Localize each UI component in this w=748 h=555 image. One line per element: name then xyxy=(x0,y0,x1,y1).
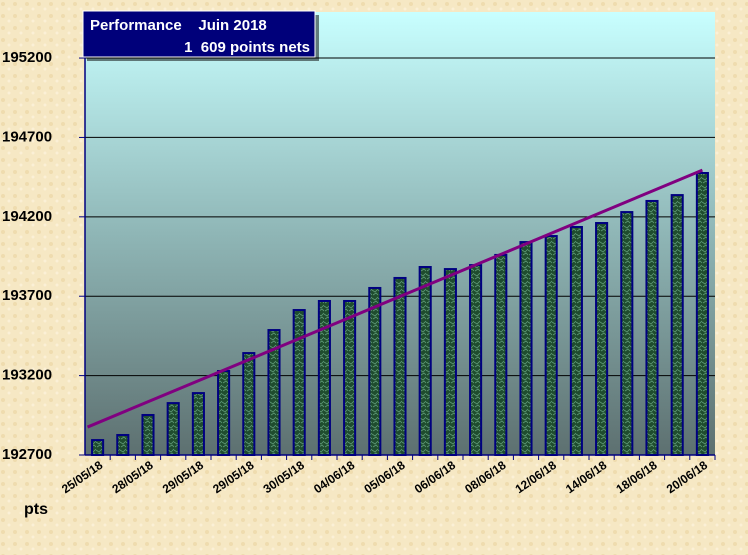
bar xyxy=(544,235,558,456)
y-tick-label: 194700 xyxy=(2,128,52,145)
bar xyxy=(141,413,155,456)
chart-subtitle: 1 609 points nets xyxy=(184,39,310,56)
title-box xyxy=(82,10,316,58)
bar xyxy=(166,402,180,456)
trend-line xyxy=(86,168,703,429)
bar xyxy=(116,433,130,457)
bar xyxy=(645,199,659,456)
y-tick-label: 193200 xyxy=(2,367,52,384)
y-axis-label: pts xyxy=(24,501,48,518)
bar xyxy=(595,222,609,456)
bar xyxy=(242,352,256,457)
bar xyxy=(695,172,709,456)
y-tick-label: 193700 xyxy=(2,287,52,304)
bar xyxy=(191,392,205,456)
bar xyxy=(292,309,306,456)
bar xyxy=(519,241,533,456)
bar xyxy=(217,370,231,457)
bar xyxy=(393,276,407,456)
y-tick-label: 194200 xyxy=(2,208,52,225)
bar xyxy=(569,225,583,456)
y-tick-label: 192700 xyxy=(2,446,52,463)
bar xyxy=(494,253,508,456)
bar xyxy=(91,439,105,457)
y-tick-label: 195200 xyxy=(2,49,52,66)
chart-title: Performance Juin 2018 xyxy=(90,17,267,34)
bar xyxy=(670,194,684,456)
bar xyxy=(343,299,357,456)
bar xyxy=(443,268,457,456)
bar xyxy=(418,266,432,456)
bar xyxy=(317,299,331,456)
bar xyxy=(469,264,483,457)
bar xyxy=(620,211,634,456)
bar xyxy=(368,286,382,456)
